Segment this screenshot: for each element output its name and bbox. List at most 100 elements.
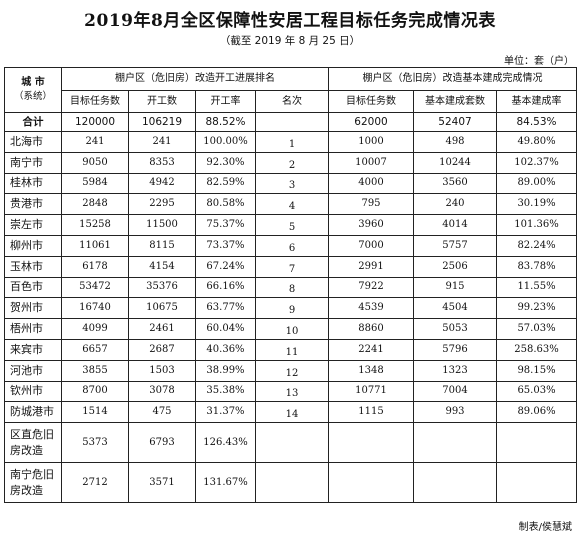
started-cell: 4942 — [128, 172, 196, 195]
target-cell: 2712 — [61, 462, 129, 504]
start-rate-cell: 40.36% — [195, 338, 256, 361]
rank-cell: 14 — [255, 401, 329, 424]
total-row: 合计 120000 106219 88.52% 62000 52407 84.5… — [4, 112, 578, 132]
table-row: 北海市 241 241 100.00% 1 1000 498 49.80% — [4, 131, 578, 153]
table-row: 南宁危旧房改造 2712 3571 131.67% — [4, 462, 578, 504]
built-cell: 240 — [413, 193, 497, 216]
city-cell: 桂林市 — [4, 172, 62, 195]
table-row: 崇左市 15258 11500 75.37% 5 3960 4014 101.36% — [4, 214, 578, 236]
built-rate-cell — [495, 422, 578, 464]
built-cell: 5053 — [413, 318, 497, 340]
built-cell: 5796 — [413, 338, 497, 361]
target2-cell: 1115 — [328, 401, 414, 424]
built-rate-cell: 65.03% — [495, 380, 578, 403]
table-row: 区直危旧房改造 5373 6793 126.43% — [4, 422, 578, 464]
header-group-left: 棚户区（危旧房）改造开工进展排名 — [61, 67, 329, 91]
rank-cell: 12 — [255, 359, 329, 382]
started-cell: 3078 — [128, 380, 196, 403]
start-rate-cell: 73.37% — [195, 234, 256, 257]
target-cell: 9050 — [61, 151, 129, 174]
table-row: 防城港市 1514 475 31.37% 14 1115 993 89.06% — [4, 401, 578, 424]
city-cell: 河池市 — [4, 359, 62, 382]
target-cell: 1514 — [61, 401, 129, 424]
table-row: 来宾市 6657 2687 40.36% 11 2241 5796 258.63% — [4, 338, 578, 361]
target2-cell: 4000 — [328, 172, 414, 195]
built-cell: 2506 — [413, 255, 497, 278]
start-rate-cell: 35.38% — [195, 380, 256, 403]
started-cell: 10675 — [128, 297, 196, 320]
built-cell: 993 — [413, 401, 497, 424]
rank-cell: 5 — [255, 214, 329, 236]
table-row: 贺州市 16740 10675 63.77% 9 4539 4504 99.23% — [4, 297, 578, 320]
start-rate-cell: 75.37% — [195, 214, 256, 236]
total-target2: 62000 — [328, 112, 414, 132]
target2-cell: 8860 — [328, 318, 414, 340]
city-cell: 玉林市 — [4, 255, 62, 278]
start-rate-cell: 66.16% — [195, 276, 256, 299]
table-row: 南宁市 9050 8353 92.30% 2 10007 10244 102.37% — [4, 151, 578, 174]
target2-cell: 3960 — [328, 214, 414, 236]
target2-cell: 4539 — [328, 297, 414, 320]
table-row: 梧州市 4099 2461 60.04% 10 8860 5053 57.03% — [4, 318, 578, 340]
header-built: 基本建成套数 — [413, 90, 497, 113]
built-rate-cell: 99.23% — [495, 297, 578, 320]
target-cell: 3855 — [61, 359, 129, 382]
table-row: 柳州市 11061 8115 73.37% 6 7000 5757 82.24% — [4, 234, 578, 257]
built-cell: 1323 — [413, 359, 497, 382]
header-group-right: 棚户区（危旧房）改造基本建成完成情况 — [327, 67, 578, 91]
rank-cell: 8 — [255, 276, 329, 299]
built-rate-cell: 102.37% — [495, 151, 578, 174]
started-cell: 8353 — [128, 151, 196, 174]
total-started: 106219 — [128, 112, 196, 132]
rank-cell — [255, 462, 329, 504]
city-cell: 贵港市 — [4, 193, 62, 216]
started-cell: 8115 — [128, 234, 196, 257]
city-cell: 北海市 — [4, 131, 62, 153]
table-row: 钦州市 8700 3078 35.38% 13 10771 7004 65.03% — [4, 380, 578, 403]
progress-table: 城 市 （系统） 棚户区（危旧房）改造开工进展排名 棚户区（危旧房）改造基本建成… — [4, 67, 578, 504]
started-cell: 3571 — [128, 462, 196, 504]
built-cell: 7004 — [413, 380, 497, 403]
total-label: 合计 — [4, 112, 62, 132]
header-city-label: 城 市 — [21, 77, 45, 88]
city-cell: 柳州市 — [4, 234, 62, 257]
page-subtitle: （截至 2019 年 8 月 25 日） — [219, 35, 361, 47]
header-built-rate: 基本建成率 — [495, 90, 578, 113]
target2-cell: 2241 — [328, 338, 414, 361]
started-cell: 475 — [128, 401, 196, 424]
city-cell: 来宾市 — [4, 338, 62, 361]
target-cell: 2848 — [61, 193, 129, 216]
header-start-rate: 开工率 — [195, 90, 256, 113]
target2-cell: 10007 — [328, 151, 414, 174]
built-cell — [413, 462, 497, 504]
total-start-rate: 88.52% — [195, 112, 256, 132]
header-city-sub: （系统） — [13, 91, 52, 102]
built-rate-cell: 98.15% — [495, 359, 578, 382]
table-row: 百色市 53472 35376 66.16% 8 7922 915 11.55% — [4, 276, 578, 299]
target2-cell: 10771 — [328, 380, 414, 403]
built-cell: 4014 — [413, 214, 497, 236]
city-cell: 百色市 — [4, 276, 62, 299]
table-row: 河池市 3855 1503 38.99% 12 1348 1323 98.15% — [4, 359, 578, 382]
built-rate-cell: 89.00% — [495, 172, 578, 195]
rank-cell: 6 — [255, 234, 329, 257]
target2-cell: 2991 — [328, 255, 414, 278]
built-rate-cell: 30.19% — [495, 193, 578, 216]
total-built-rate: 84.53% — [495, 112, 578, 132]
city-cell: 贺州市 — [4, 297, 62, 320]
city-cell: 崇左市 — [4, 214, 62, 236]
city-cell: 钦州市 — [4, 380, 62, 403]
target-cell: 15258 — [61, 214, 129, 236]
rank-cell: 10 — [255, 318, 329, 340]
target-cell: 16740 — [61, 297, 129, 320]
started-cell: 11500 — [128, 214, 196, 236]
header-row-1: 城 市 （系统） 棚户区（危旧房）改造开工进展排名 棚户区（危旧房）改造基本建成… — [4, 67, 578, 113]
built-rate-cell: 258.63% — [495, 338, 578, 361]
city-cell: 南宁市 — [4, 151, 62, 174]
start-rate-cell: 60.04% — [195, 318, 256, 340]
header-target2: 目标任务数 — [328, 90, 414, 113]
total-rank — [255, 112, 329, 132]
built-cell: 4504 — [413, 297, 497, 320]
started-cell: 6793 — [128, 422, 196, 464]
city-cell: 南宁危旧房改造 — [4, 462, 62, 504]
